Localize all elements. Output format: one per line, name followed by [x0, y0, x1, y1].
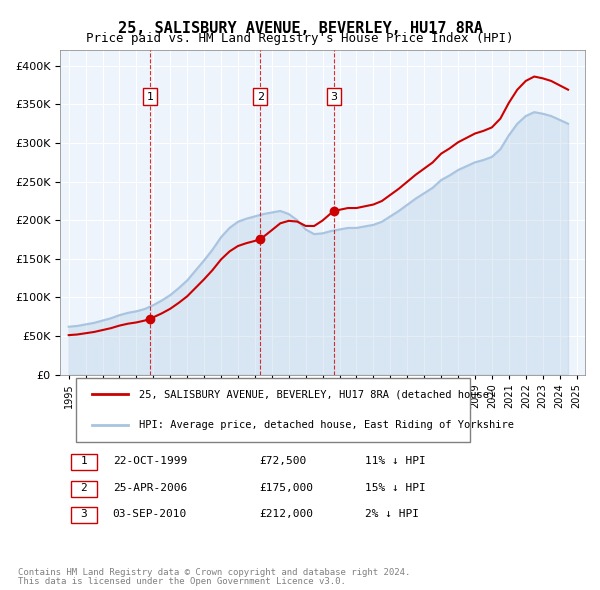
Text: 2: 2 [80, 483, 87, 493]
Text: 2% ↓ HPI: 2% ↓ HPI [365, 509, 419, 519]
Text: 25, SALISBURY AVENUE, BEVERLEY, HU17 8RA: 25, SALISBURY AVENUE, BEVERLEY, HU17 8RA [118, 21, 482, 35]
Text: HPI: Average price, detached house, East Riding of Yorkshire: HPI: Average price, detached house, East… [139, 421, 514, 431]
Text: Price paid vs. HM Land Registry's House Price Index (HPI): Price paid vs. HM Land Registry's House … [86, 32, 514, 45]
FancyBboxPatch shape [76, 378, 470, 442]
Text: 3: 3 [80, 509, 87, 519]
Text: 22-OCT-1999: 22-OCT-1999 [113, 456, 187, 466]
Text: 15% ↓ HPI: 15% ↓ HPI [365, 483, 425, 493]
Text: £72,500: £72,500 [260, 456, 307, 466]
FancyBboxPatch shape [71, 454, 97, 470]
Text: This data is licensed under the Open Government Licence v3.0.: This data is licensed under the Open Gov… [18, 577, 346, 586]
Text: £212,000: £212,000 [260, 509, 314, 519]
Text: 25, SALISBURY AVENUE, BEVERLEY, HU17 8RA (detached house): 25, SALISBURY AVENUE, BEVERLEY, HU17 8RA… [139, 389, 495, 399]
Text: 3: 3 [331, 91, 337, 101]
Text: 25-APR-2006: 25-APR-2006 [113, 483, 187, 493]
Text: 1: 1 [146, 91, 154, 101]
FancyBboxPatch shape [71, 481, 97, 497]
Text: 03-SEP-2010: 03-SEP-2010 [113, 509, 187, 519]
Text: £175,000: £175,000 [260, 483, 314, 493]
Text: 2: 2 [257, 91, 264, 101]
Text: Contains HM Land Registry data © Crown copyright and database right 2024.: Contains HM Land Registry data © Crown c… [18, 568, 410, 577]
Text: 11% ↓ HPI: 11% ↓ HPI [365, 456, 425, 466]
Text: 1: 1 [80, 456, 87, 466]
FancyBboxPatch shape [71, 507, 97, 523]
